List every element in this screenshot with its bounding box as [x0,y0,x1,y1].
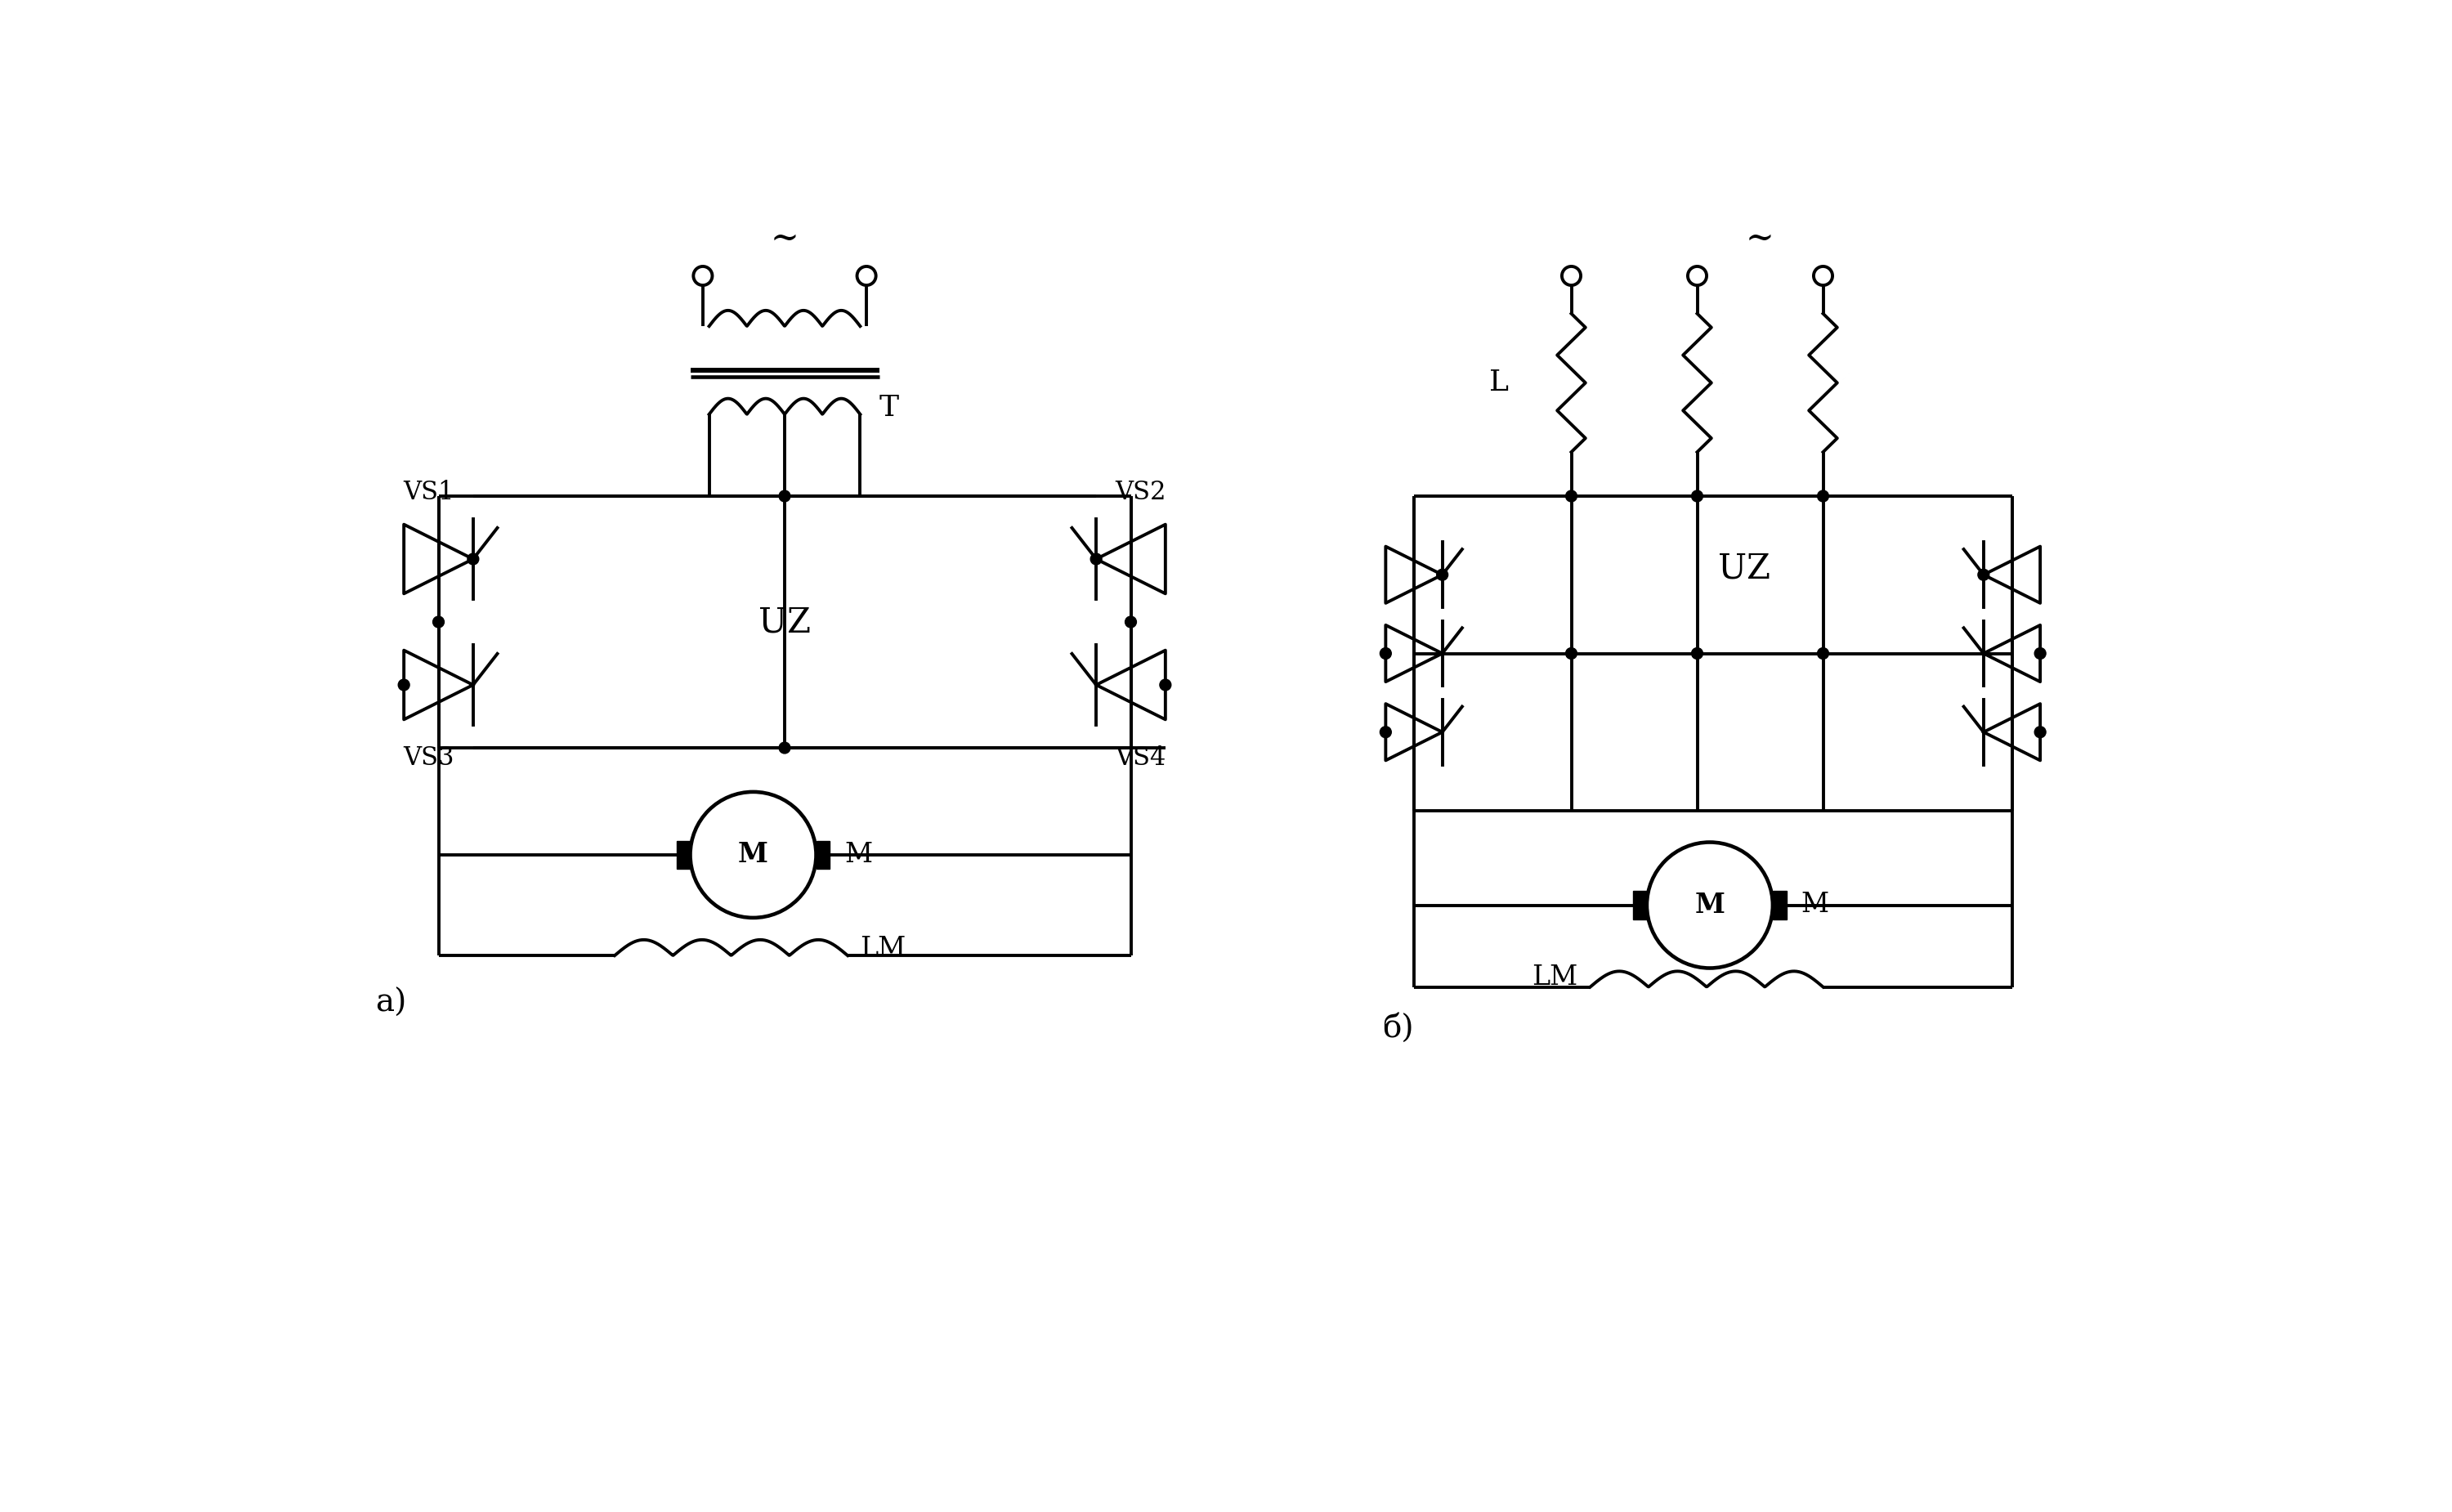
Text: M: M [843,842,873,868]
Circle shape [1692,647,1702,659]
Circle shape [1125,617,1135,627]
Text: VS4: VS4 [1116,745,1165,771]
Circle shape [1817,647,1829,659]
Circle shape [1091,553,1101,564]
Text: LM: LM [861,936,907,962]
Circle shape [2035,647,2045,659]
Bar [817,841,829,869]
Text: L: L [1488,369,1508,396]
Text: б): б) [1383,1013,1415,1043]
Text: UZ: UZ [758,605,812,640]
Text: VS1: VS1 [405,479,454,505]
Bar [677,841,691,869]
Circle shape [780,742,790,753]
Circle shape [1437,569,1449,581]
Text: M: M [1802,892,1829,918]
Circle shape [434,617,444,627]
Circle shape [2035,726,2045,738]
Circle shape [1979,569,1989,581]
Circle shape [1692,490,1702,502]
Text: UZ: UZ [1719,552,1770,585]
Circle shape [1380,647,1390,659]
Text: T: T [878,395,900,422]
Circle shape [1380,726,1390,738]
Circle shape [468,553,478,564]
Circle shape [1567,490,1577,502]
Circle shape [1567,647,1577,659]
Text: ~: ~ [770,221,799,256]
Circle shape [780,490,790,502]
Text: VS3: VS3 [405,745,454,771]
Text: LM: LM [1532,965,1577,990]
Circle shape [1817,490,1829,502]
Text: ~: ~ [1746,221,1775,256]
Text: a): a) [375,989,407,1019]
Text: M: M [1694,892,1724,919]
Bar [1633,891,1648,919]
Circle shape [397,679,409,691]
Bar [1773,891,1788,919]
Circle shape [1160,679,1172,691]
Text: M: M [738,841,767,868]
Text: VS2: VS2 [1116,479,1165,505]
